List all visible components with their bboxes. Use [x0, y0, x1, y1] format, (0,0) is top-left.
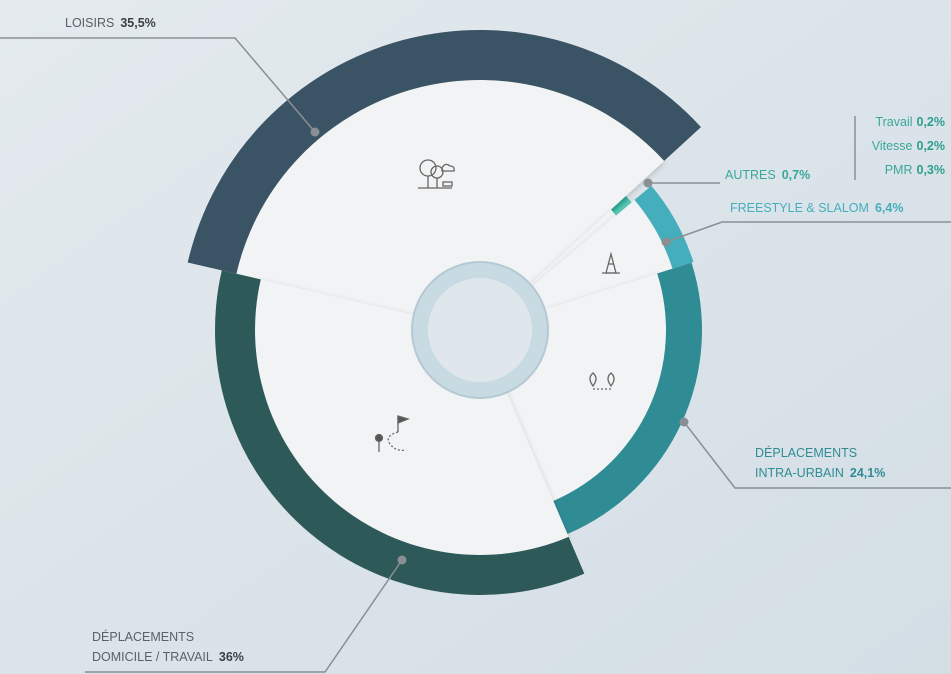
labels: LOISIRS 35,5% AUTRES 0,7% FREESTYLE & SLALOM…: [0, 16, 951, 673]
slice-label: LOISIRS 35,5%: [65, 16, 156, 30]
leader-line: [85, 559, 403, 673]
leader-dot: [679, 417, 689, 427]
slice-name: LOISIRS: [65, 16, 114, 30]
sector-wedge: [254, 279, 569, 556]
detail-arc: [611, 196, 628, 212]
sectors: [187, 29, 703, 595]
leader-dot: [661, 237, 671, 247]
slice-value: 35,5%: [120, 16, 155, 30]
sector-band: [215, 270, 585, 595]
name-line: DÉPLACEMENTS: [755, 445, 861, 460]
route-icon: [374, 415, 410, 452]
leader-dot: [397, 555, 407, 565]
pins-icon: [589, 372, 615, 390]
detail-name: Travail: [875, 115, 912, 129]
center-ring: [411, 261, 549, 399]
leader-dot: [310, 127, 320, 137]
sector-band: [553, 262, 703, 535]
slice-label: AUTRES 0,7%: [725, 168, 810, 182]
leader-line: [0, 37, 316, 133]
detail-label: PMR 0,3%: [885, 163, 945, 177]
detail-label: Vitesse 0,2%: [872, 139, 945, 153]
detail-arc: [612, 197, 630, 213]
name-line: DÉPLACEMENTS: [92, 629, 198, 644]
slice-value: 0,7%: [782, 168, 811, 182]
detail-value: 0,2%: [917, 139, 946, 153]
hole: [428, 278, 532, 382]
detail-value: 0,2%: [917, 115, 946, 129]
slice-label: DÉPLACEMENTS DOMICILE / TRAVAIL 36%: [92, 629, 244, 664]
cone-icon: [602, 251, 620, 274]
detail-label: Travail 0,2%: [875, 115, 945, 129]
detail-name: Vitesse: [872, 139, 913, 153]
name-line: DOMICILE / TRAVAIL: [92, 650, 213, 664]
park-icon: [418, 159, 455, 189]
name-line: INTRA-URBAIN: [755, 466, 844, 480]
sector-band: [634, 185, 694, 269]
slice-label: FREESTYLE & SLALOM 6,4%: [730, 201, 903, 215]
detail-value: 0,3%: [917, 163, 946, 177]
sector-band: [187, 29, 701, 274]
detail-name: PMR: [885, 163, 913, 177]
slice-label: DÉPLACEMENTS INTRA-URBAIN 24,1%: [755, 445, 885, 480]
slice-name: DÉPLACEMENTS DOMICILE / TRAVAIL: [92, 629, 213, 664]
slice-name: AUTRES: [725, 168, 776, 182]
slice-value: 36%: [219, 650, 244, 664]
slice-value: 6,4%: [875, 201, 904, 215]
sector-wedge: [236, 80, 665, 330]
leader-line: [683, 421, 951, 489]
slice-name: FREESTYLE & SLALOM: [730, 201, 869, 215]
leader-line: [665, 221, 951, 243]
slice-name: DÉPLACEMENTS INTRA-URBAIN: [755, 445, 861, 480]
detail-arc: [614, 199, 632, 216]
leader-dot: [643, 178, 653, 188]
icons: [374, 159, 620, 452]
slice-value: 24,1%: [850, 466, 885, 480]
